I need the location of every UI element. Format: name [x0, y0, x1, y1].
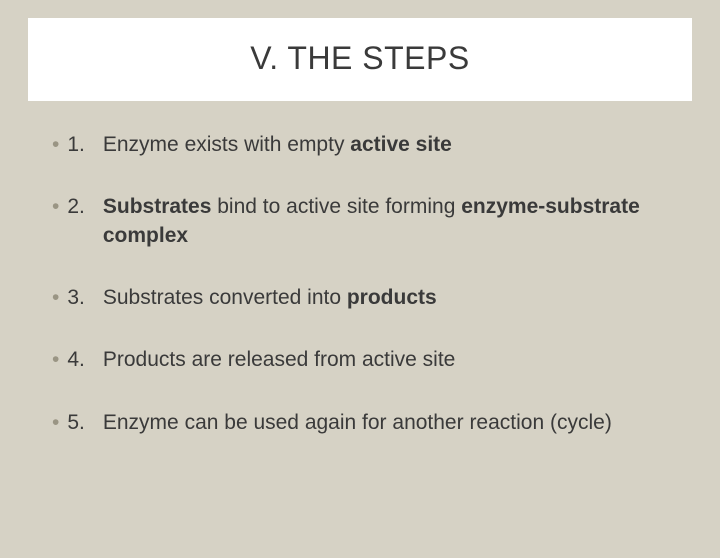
item-text: Substrates bind to active site forming e… [103, 193, 668, 250]
content-area: • 1. Enzyme exists with empty active sit… [0, 101, 720, 437]
bullet-icon: • [52, 131, 59, 159]
list-item: • 1. Enzyme exists with empty active sit… [52, 131, 668, 159]
list-item: • 4. Products are released from active s… [52, 346, 668, 374]
bullet-icon: • [52, 284, 59, 312]
title-box: V. THE STEPS [28, 18, 692, 101]
bullet-icon: • [52, 409, 59, 437]
bullet-icon: • [52, 193, 59, 221]
bullet-icon: • [52, 346, 59, 374]
item-number: 3. [67, 284, 85, 312]
item-text: Enzyme can be used again for another rea… [103, 409, 668, 437]
list-item: • 2. Substrates bind to active site form… [52, 193, 668, 250]
item-number: 2. [67, 193, 85, 221]
item-text: Products are released from active site [103, 346, 668, 374]
list-item: • 3. Substrates converted into products [52, 284, 668, 312]
item-number: 5. [67, 409, 85, 437]
item-number: 4. [67, 346, 85, 374]
item-text: Substrates converted into products [103, 284, 668, 312]
list-item: • 5. Enzyme can be used again for anothe… [52, 409, 668, 437]
slide-title: V. THE STEPS [38, 40, 682, 77]
item-text: Enzyme exists with empty active site [103, 131, 668, 159]
item-number: 1. [67, 131, 85, 159]
